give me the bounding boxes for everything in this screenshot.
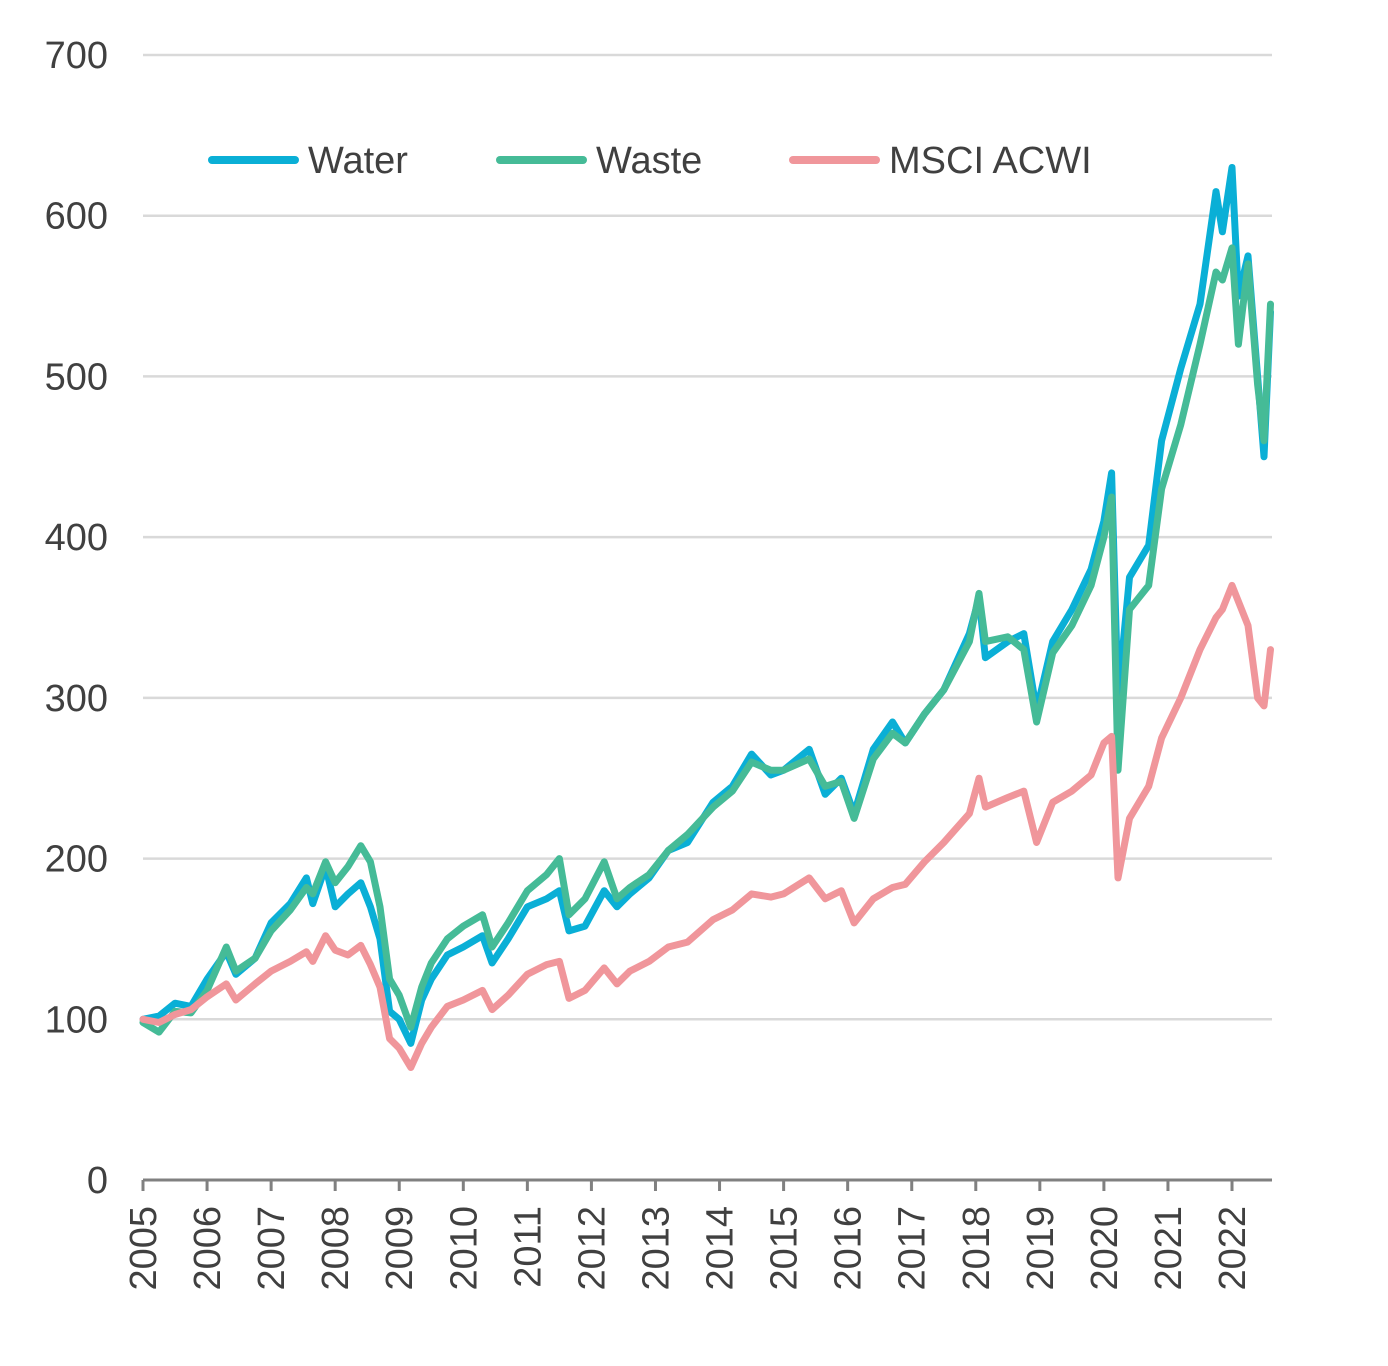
x-tick-label: 2019 [1020,1206,1062,1291]
x-tick-label: 2017 [892,1206,934,1291]
x-tick-label: 2008 [315,1206,357,1291]
y-tick-label: 0 [87,1160,108,1202]
x-tick-label: 2005 [123,1206,165,1291]
y-tick-label: 100 [45,999,108,1041]
x-tick-label: 2011 [507,1206,549,1288]
series-line-msci-acwi [139,581,1274,1071]
x-tick-label: 2012 [571,1206,613,1291]
gridlines [143,53,1272,1021]
x-tick-label: 2015 [764,1206,806,1291]
y-tick-label: 300 [45,678,108,720]
legend-label: Water [308,140,408,182]
y-tick-label: 600 [45,196,108,238]
y-axis: 0 100 200 300 400 500 600 700 [45,35,108,1202]
x-tick-label: 2020 [1084,1206,1126,1291]
y-tick-label: 400 [45,517,108,559]
x-tick-label: 2013 [635,1206,677,1291]
legend: Water Waste MSCI ACWI [208,140,1092,182]
x-tick-label: 2014 [700,1206,742,1291]
series-line-waste [139,244,1274,1036]
series-lines [139,164,1274,1071]
y-tick-label: 500 [45,356,108,398]
legend-item-water: Water [208,140,408,182]
legend-label: Waste [596,140,702,182]
legend-item-waste: Waste [496,140,702,182]
series-line-water [139,164,1274,1047]
y-tick-label: 200 [45,839,108,881]
x-tick-label: 2018 [956,1206,998,1291]
x-tick-label: 2016 [828,1206,870,1291]
x-tick-label: 2021 [1148,1206,1190,1291]
x-tick-label: 2007 [251,1206,293,1291]
x-axis: 2005 2006 2007 2008 2009 2010 2011 2012 2013 2014… [123,1178,1272,1291]
legend-label: MSCI ACWI [889,140,1092,182]
y-tick-label: 700 [45,35,108,77]
legend-item-msci-acwi: MSCI ACWI [789,140,1092,182]
x-tick-label: 2006 [187,1206,229,1291]
x-tick-label: 2022 [1212,1206,1254,1291]
x-tick-label: 2010 [443,1206,485,1291]
x-tick-label: 2009 [379,1206,421,1291]
